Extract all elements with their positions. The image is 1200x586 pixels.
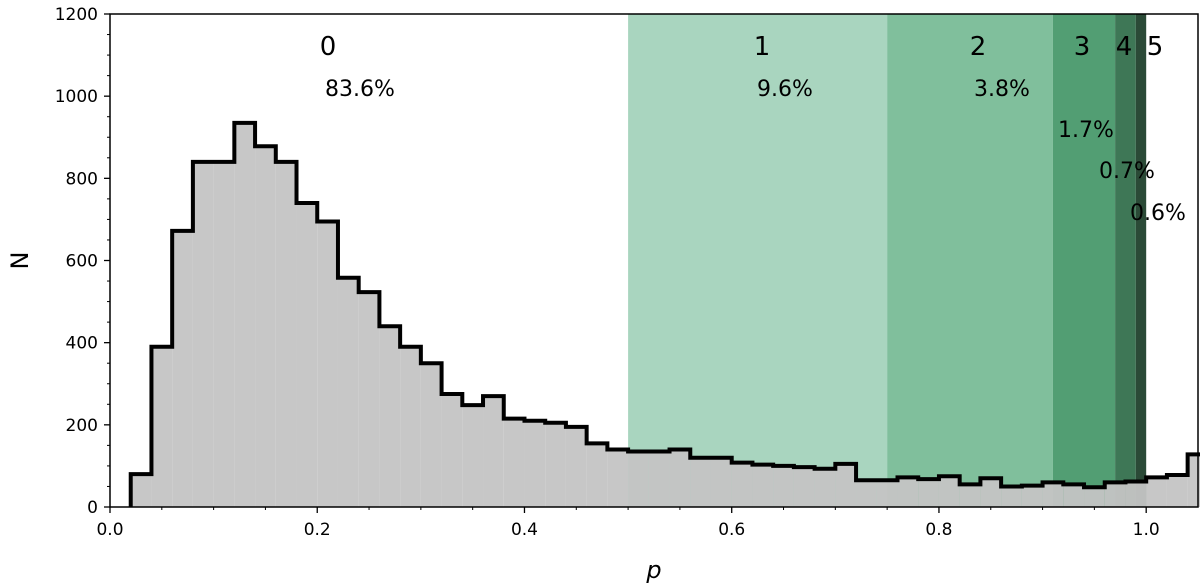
histogram-bar (980, 478, 1002, 507)
histogram-bar (524, 420, 546, 507)
histogram-bar (545, 422, 566, 507)
histogram-bar (628, 451, 649, 507)
histogram-bars (128, 120, 1200, 508)
histogram-bar (441, 394, 463, 507)
histogram-bar (1125, 481, 1147, 507)
probability-regions (628, 14, 1147, 507)
histogram-bar (669, 449, 691, 507)
histogram-bar (607, 449, 629, 507)
histogram-bar (565, 426, 587, 507)
histogram-bar (1021, 485, 1043, 507)
region-1-percent: 9.6% (757, 77, 813, 102)
histogram-bar (814, 468, 836, 507)
y-tick-label: 1200 (55, 5, 98, 25)
histogram-bar (503, 418, 525, 507)
histogram-bar (648, 451, 670, 507)
y-tick-label: 200 (66, 416, 98, 436)
axes: 0.0 0.2 0.4 0.6 0.8 1.0 0 200 400 600 800 1000 1200 (55, 5, 1199, 540)
histogram-bar (793, 467, 815, 507)
histogram-bar (876, 480, 898, 507)
histogram-bar (483, 396, 504, 507)
x-tick-label: 1.0 (1133, 520, 1160, 540)
region-3-label: 3 (1074, 32, 1091, 62)
region-0-percent: 83.6% (325, 77, 395, 102)
histogram-outline (128, 120, 1200, 507)
histogram-bar (731, 462, 753, 507)
x-tick-label: 0.8 (925, 520, 952, 540)
histogram-bar (192, 161, 214, 507)
histogram-bar (337, 277, 359, 507)
histogram-bar (710, 457, 732, 507)
histogram-bar (420, 363, 442, 507)
y-tick-label: 600 (66, 252, 98, 272)
x-axis-title: p (645, 556, 661, 584)
histogram-bar (1063, 484, 1085, 507)
histogram-bar (213, 161, 235, 507)
histogram-bar (918, 479, 939, 507)
y-tick-label: 800 (66, 169, 98, 189)
y-tick-label: 400 (66, 334, 98, 354)
region-4-label: 4 (1116, 32, 1133, 62)
histogram-bar (1001, 486, 1022, 507)
histogram-bar (773, 465, 794, 507)
histogram-bar (856, 480, 877, 507)
histogram-bar (1166, 474, 1188, 507)
region-5-band (1135, 14, 1147, 507)
histogram-bar (1104, 482, 1126, 507)
x-tick-label: 0.4 (511, 520, 538, 540)
histogram-bar (130, 474, 152, 507)
histogram-bar (959, 484, 981, 507)
histogram-bar (1187, 454, 1200, 507)
histogram-bar (296, 202, 318, 507)
histogram-bar (690, 457, 711, 507)
histogram-bar (379, 326, 401, 507)
histogram-bar (255, 146, 276, 507)
histogram-bar (586, 443, 608, 507)
histogram-bar (151, 346, 173, 507)
histogram-bar (938, 476, 960, 507)
region-2-percent: 3.8% (974, 77, 1030, 102)
histogram-bar (835, 463, 857, 507)
histogram-bar (400, 346, 421, 507)
region-3-percent: 1.7% (1058, 118, 1114, 143)
region-4-percent: 0.7% (1099, 159, 1155, 184)
region-1-band (628, 14, 888, 507)
y-tick-label: 0 (87, 498, 98, 518)
y-axis-title: N (6, 252, 34, 270)
region-3-band (1052, 14, 1116, 507)
histogram-bar (172, 230, 193, 508)
region-2-label: 2 (970, 32, 987, 62)
histogram-bar (317, 221, 338, 508)
region-1-label: 1 (754, 32, 771, 62)
histogram-bar (234, 122, 256, 507)
region-2-band (887, 14, 1053, 507)
histogram-bar (752, 464, 774, 507)
x-tick-label: 0.6 (718, 520, 745, 540)
y-tick-label: 1000 (55, 87, 98, 107)
histogram-bar (1042, 482, 1064, 507)
histogram-bar (897, 477, 919, 507)
x-tick-label: 0.0 (96, 520, 123, 540)
region-5-percent: 0.6% (1130, 201, 1186, 226)
region-4-band (1115, 14, 1136, 507)
histogram-bar (1146, 477, 1167, 507)
histogram-bar (462, 405, 484, 507)
x-tick-label: 0.2 (304, 520, 331, 540)
region-0-label: 0 (320, 32, 337, 62)
histogram-bar (358, 292, 380, 507)
histogram-bar (275, 161, 297, 507)
histogram-bar (1084, 487, 1105, 507)
region-5-label: 5 (1147, 32, 1164, 62)
region-annotations: 0 83.6% 1 9.6% 2 3.8% 3 1.7% 4 0.7% 5 0.6% (320, 32, 1186, 226)
